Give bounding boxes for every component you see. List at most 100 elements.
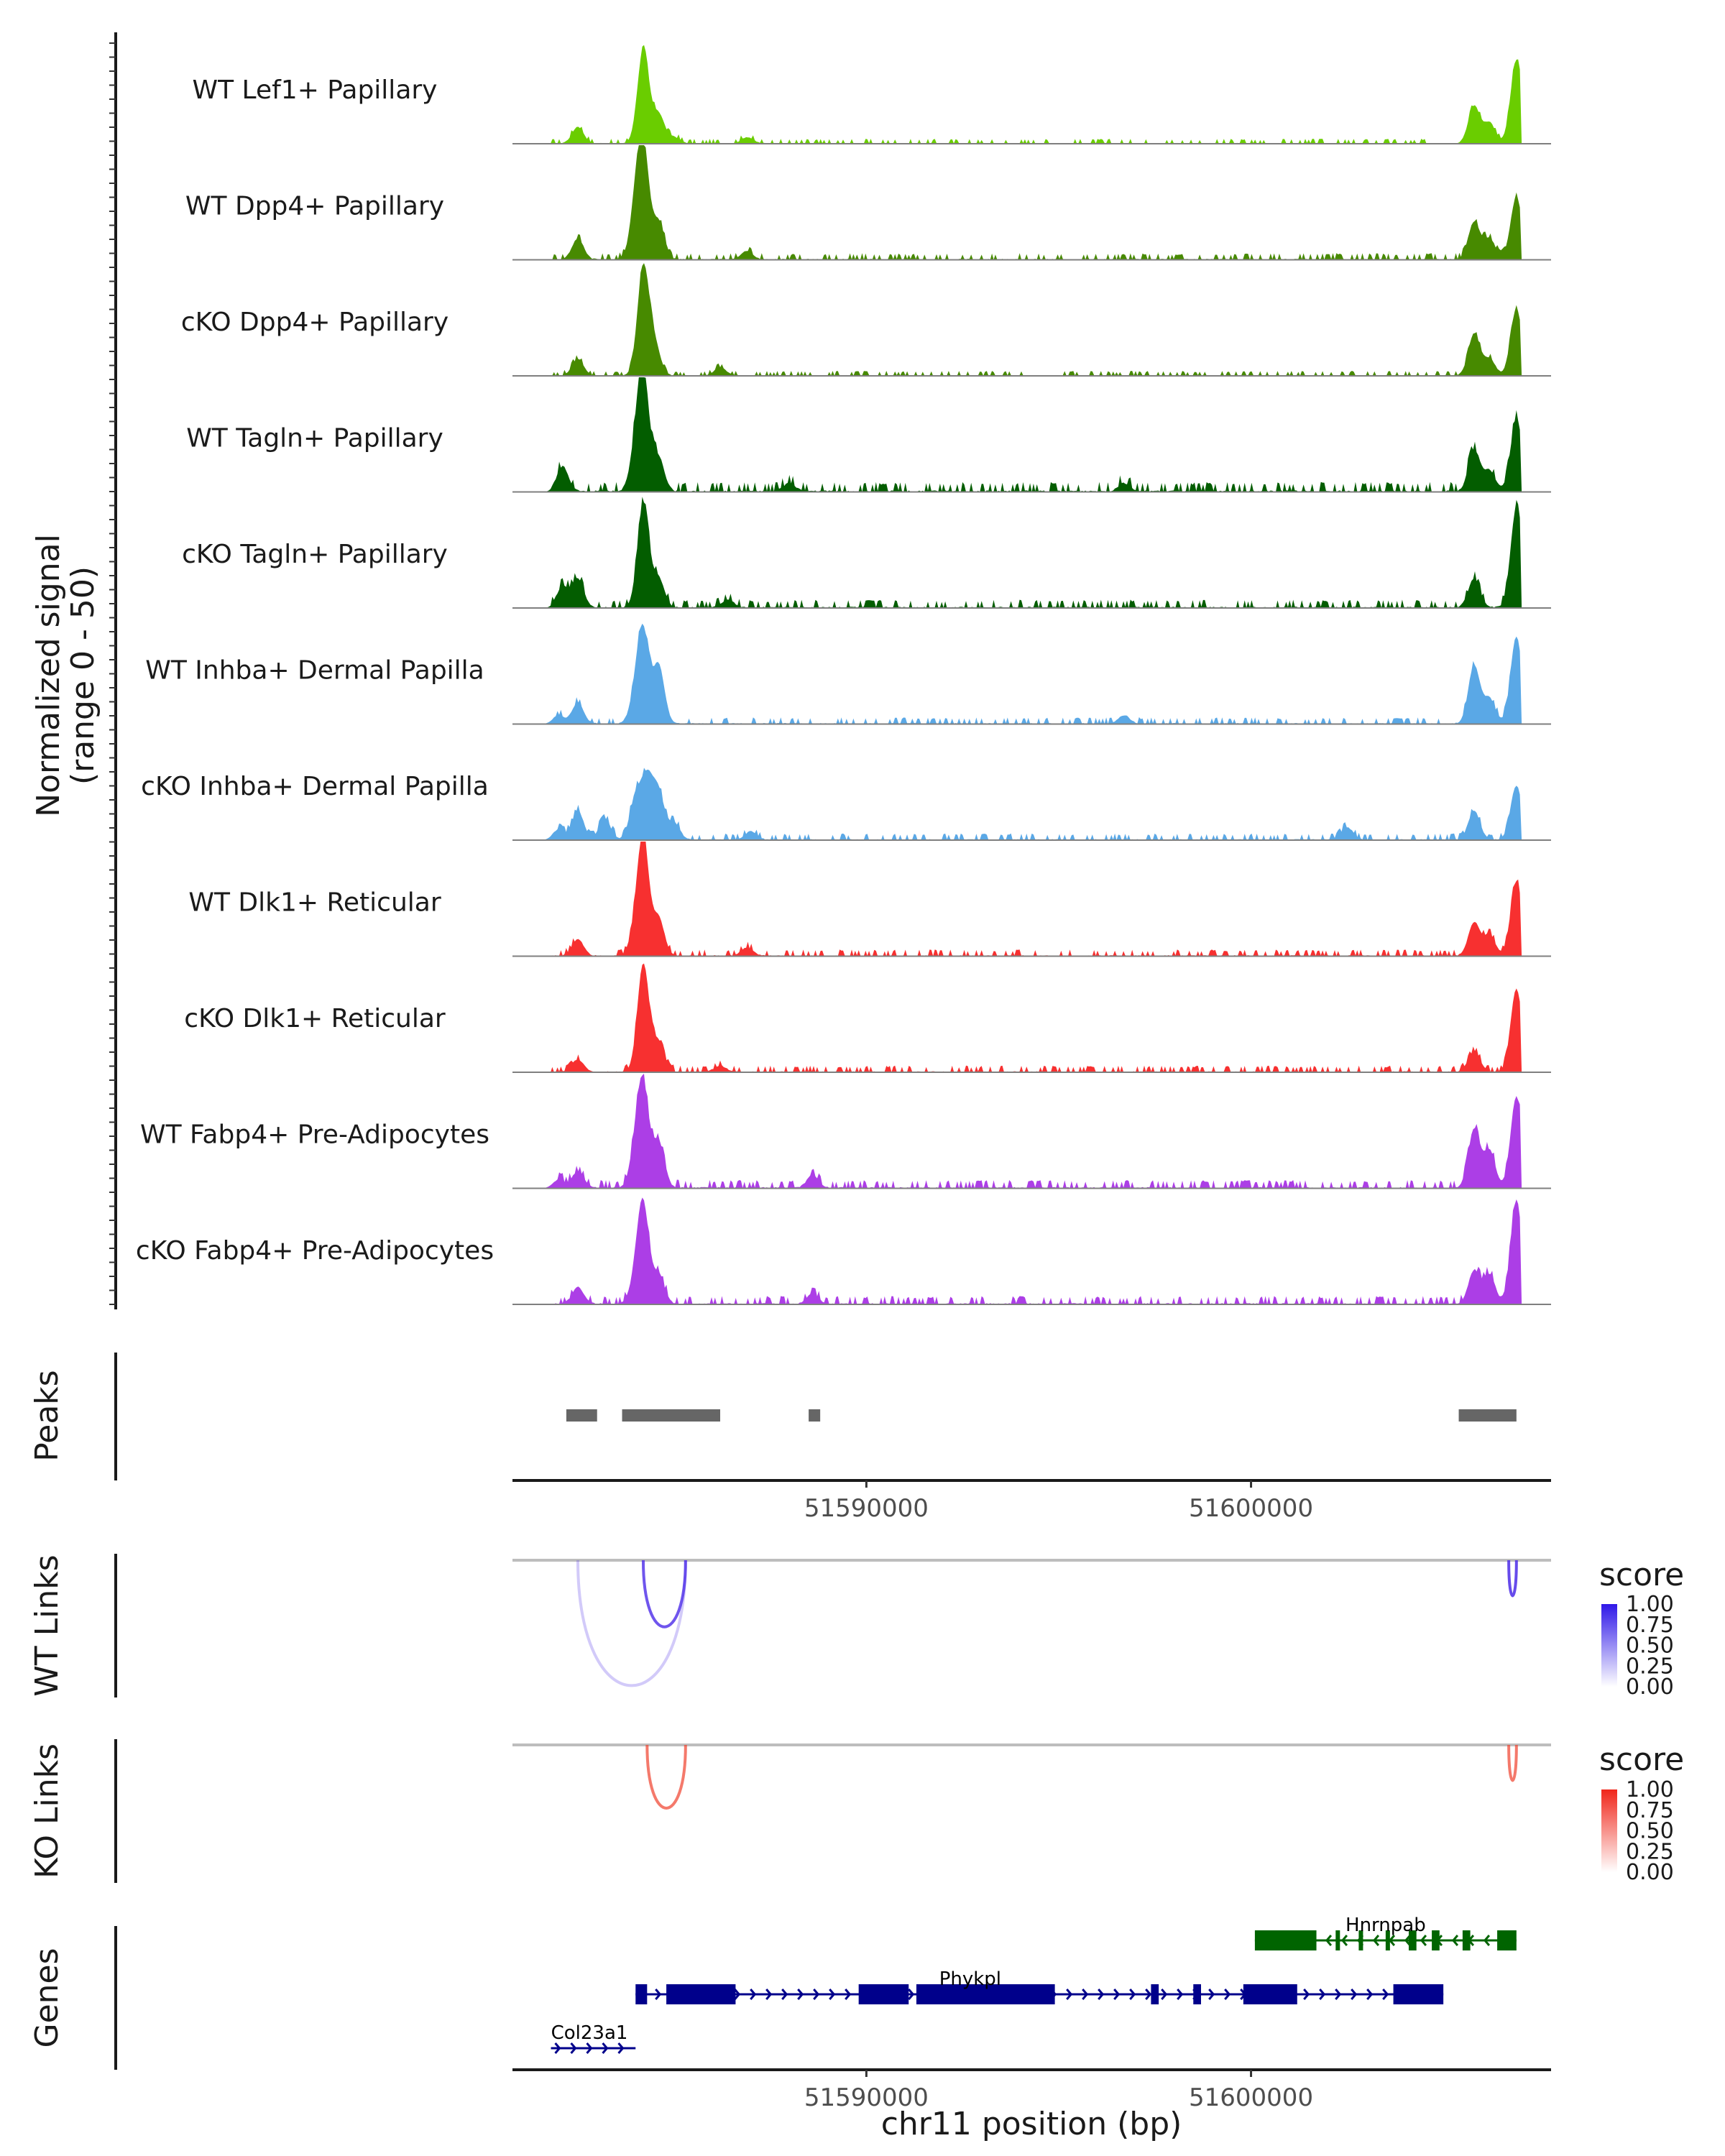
legend-tick-label-0: 1.00 — [1626, 1592, 1674, 1617]
coverage-area-10 — [512, 1197, 1551, 1304]
gene-strand-arrow-1 — [908, 1989, 915, 2000]
gene-strand-arrow-2 — [570, 2042, 577, 2054]
wt-legend-colorbar — [1601, 1604, 1617, 1687]
coverage-area-9 — [512, 1074, 1551, 1189]
gene-exon-1-0 — [635, 1984, 648, 2004]
ko-links-track-label: KO Links — [29, 1743, 65, 1879]
gene-exon-1-6 — [1243, 1984, 1297, 2004]
peak-region-2 — [809, 1409, 821, 1422]
coverage-area-2 — [512, 263, 1551, 376]
gene-strand-arrow-2 — [586, 2042, 593, 2054]
coverage-area-3 — [512, 377, 1551, 492]
coverage-track-label-5: WT Inhba+ Dermal Papilla — [145, 656, 484, 686]
gene-strand-arrow-1 — [1082, 1989, 1089, 2000]
legend-tick-label-3: 0.25 — [1626, 1654, 1674, 1679]
gene-strand-arrow-2 — [554, 2042, 561, 2054]
coverage-track-label-2: cKO Dpp4+ Papillary — [181, 308, 448, 337]
legend-tick-label-2: 0.50 — [1626, 1819, 1674, 1844]
gene-strand-arrow-0 — [1451, 1935, 1459, 1946]
coverage-area-5 — [512, 623, 1551, 724]
gene-strand-arrow-1 — [1224, 1989, 1231, 2000]
gene-strand-arrow-0 — [1404, 1935, 1412, 1946]
gene-label-2: Col23a1 — [551, 2022, 628, 2044]
gene-exon-1-2 — [858, 1984, 909, 2004]
coverage-track-label-8: cKO Dlk1+ Reticular — [184, 1004, 446, 1033]
gene-strand-arrow-1 — [765, 1989, 773, 2000]
link-arc-2 — [1507, 1560, 1518, 1598]
gene-exon-1-1 — [666, 1984, 736, 2004]
ko-legend-colorbar — [1601, 1789, 1617, 1872]
gene-exon-1-4 — [1151, 1984, 1159, 2004]
peak-region-0 — [566, 1409, 597, 1422]
gene-strand-arrow-1 — [655, 1989, 662, 2000]
ko-link-arcs — [645, 1744, 1518, 1810]
gene-strand-arrow-1 — [797, 1989, 804, 2000]
x-tick-label-0: 51590000 — [804, 2083, 929, 2112]
gene-strand-arrow-1 — [1066, 1989, 1073, 2000]
legend-tick-label-2: 0.50 — [1626, 1634, 1674, 1659]
x-axis-title: chr11 position (bp) — [881, 2106, 1182, 2142]
gene-strand-arrow-1 — [1319, 1989, 1326, 2000]
legend-tick-label-1: 0.75 — [1626, 1798, 1674, 1823]
gene-strand-arrow-1 — [1177, 1989, 1184, 2000]
coverage-track-label-9: WT Fabp4+ Pre-Adipocytes — [140, 1120, 489, 1150]
gene-strand-arrow-1 — [1335, 1989, 1342, 2000]
link-arc-1 — [1507, 1744, 1518, 1782]
gene-strand-arrow-1 — [1113, 1989, 1121, 2000]
gene-exon-0-4 — [1408, 1930, 1417, 1950]
genes-x-axis-ticks: 51590000 51600000 — [804, 2070, 1313, 2112]
x-tick-label-1: 51600000 — [1189, 1494, 1313, 1523]
wt-legend-title: score — [1599, 1557, 1684, 1593]
gene-strand-arrow-1 — [1098, 1989, 1105, 2000]
gene-strand-arrow-1 — [781, 1989, 788, 2000]
coverage-track-label-10: cKO Fabp4+ Pre-Adipocytes — [136, 1236, 494, 1266]
gene-strand-arrow-1 — [1351, 1989, 1358, 2000]
gene-exon-0-3 — [1385, 1930, 1390, 1950]
coverage-y-axis-ticks — [109, 42, 116, 1305]
gene-strand-arrow-1 — [734, 1989, 741, 2000]
gene-exon-1-5 — [1193, 1984, 1201, 2004]
gene-strand-arrow-1 — [829, 1989, 836, 2000]
gene-label-0: Hnrnpab — [1346, 1915, 1426, 1936]
x-tick-label-1: 51600000 — [1189, 2083, 1313, 2112]
gene-strand-arrow-1 — [1382, 1989, 1389, 2000]
gene-models: Hnrnpab Phykpl Col23a1 — [551, 1915, 1517, 2054]
gene-strand-arrow-1 — [1145, 1989, 1152, 2000]
coverage-track-label-6: cKO Inhba+ Dermal Papilla — [141, 772, 489, 801]
gene-exon-1-3 — [916, 1984, 1055, 2004]
gene-strand-arrow-1 — [1161, 1989, 1168, 2000]
coverage-area-1 — [512, 145, 1551, 260]
gene-exon-0-2 — [1358, 1930, 1363, 1950]
gene-strand-arrow-0 — [1325, 1935, 1333, 1946]
gene-strand-arrow-0 — [1388, 1935, 1396, 1946]
peak-regions — [566, 1409, 1517, 1422]
gene-strand-arrow-0 — [1420, 1935, 1427, 1946]
gene-exon-0-1 — [1335, 1930, 1340, 1950]
legend-tick-label-0: 1.00 — [1626, 1777, 1674, 1802]
legend-tick-label-4: 0.00 — [1626, 1674, 1674, 1700]
gene-strand-arrow-1 — [813, 1989, 820, 2000]
gene-strand-arrow-2 — [602, 2042, 609, 2054]
wt-links-track-label: WT Links — [29, 1554, 65, 1696]
x-tick-label-0: 51590000 — [804, 1494, 929, 1523]
coverage-track-label-0: WT Lef1+ Papillary — [193, 75, 438, 105]
gene-strand-arrow-1 — [1366, 1989, 1374, 2000]
gene-strand-arrow-0 — [1372, 1935, 1380, 1946]
link-arc-1 — [641, 1560, 687, 1628]
coverage-y-axis-range: (range 0 - 50) — [65, 566, 101, 785]
gene-label-1: Phykpl — [939, 1968, 1001, 1990]
peak-region-3 — [1458, 1409, 1517, 1422]
legend-tick-label-1: 0.75 — [1626, 1613, 1674, 1638]
gene-strand-arrow-0 — [1340, 1935, 1348, 1946]
gene-strand-arrow-1 — [1129, 1989, 1136, 2000]
ko-legend-ticks: 1.000.750.500.250.00 — [1626, 1777, 1674, 1885]
link-arc-0 — [576, 1560, 687, 1687]
gene-exon-0-6 — [1462, 1930, 1471, 1950]
gene-strand-arrow-1 — [1208, 1989, 1215, 2000]
peaks-x-axis-ticks: 51590000 51600000 — [804, 1480, 1313, 1523]
gene-strand-arrow-0 — [1483, 1935, 1491, 1946]
coverage-track-label-7: WT Dlk1+ Reticular — [188, 888, 441, 918]
coverage-area-6 — [512, 768, 1551, 840]
link-arc-0 — [645, 1744, 687, 1810]
